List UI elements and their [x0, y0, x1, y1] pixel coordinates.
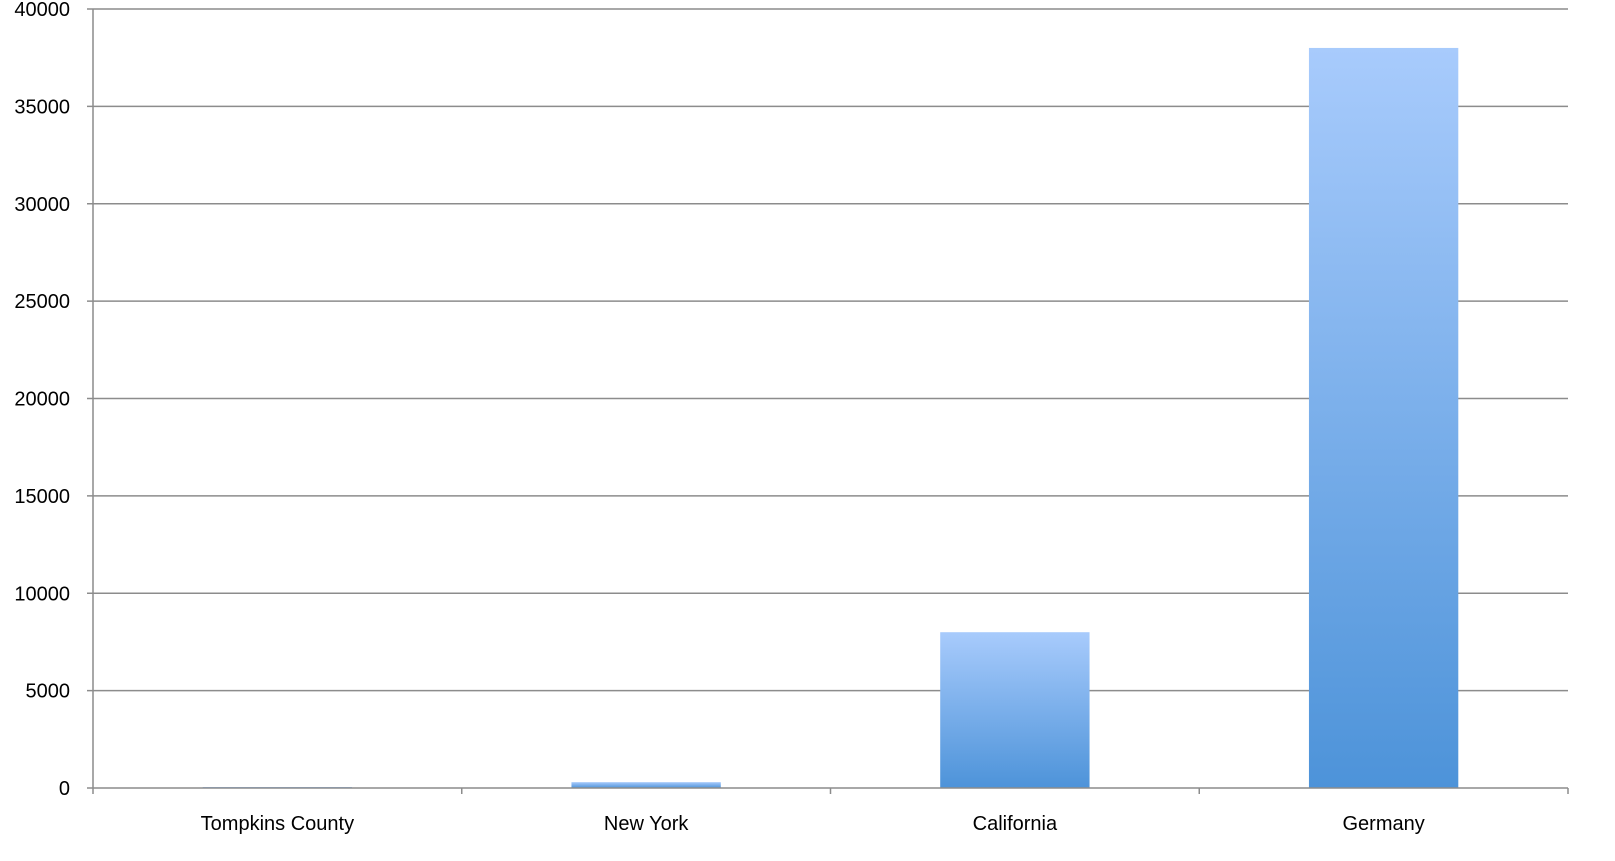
x-tick-label: California: [973, 813, 1058, 835]
y-tick-label: 25000: [14, 291, 70, 313]
y-tick-label: 30000: [14, 194, 70, 216]
y-tick-label: 40000: [14, 0, 70, 21]
bar: [571, 782, 721, 788]
bar: [1308, 47, 1459, 788]
bars: [202, 47, 1459, 788]
y-tick-label: 0: [59, 778, 70, 800]
bar: [940, 632, 1090, 788]
y-tick-label: 15000: [14, 486, 70, 508]
x-tick-label: Germany: [1343, 813, 1425, 835]
gridlines: [93, 8, 1568, 692]
y-tick-label: 20000: [14, 389, 70, 411]
y-axis-ticks: 0 5000 10000 15000 20000 25000 30000 35000 40000: [14, 0, 93, 800]
x-tick-label: Tompkins County: [201, 813, 354, 835]
x-axis: [92, 9, 1569, 794]
y-tick-label: 10000: [14, 583, 70, 605]
x-axis-labels: Tompkins County New York California Germany: [201, 813, 1425, 835]
x-tick-label: New York: [604, 813, 689, 835]
y-tick-label: 5000: [26, 681, 71, 703]
y-tick-label: 35000: [14, 96, 70, 118]
